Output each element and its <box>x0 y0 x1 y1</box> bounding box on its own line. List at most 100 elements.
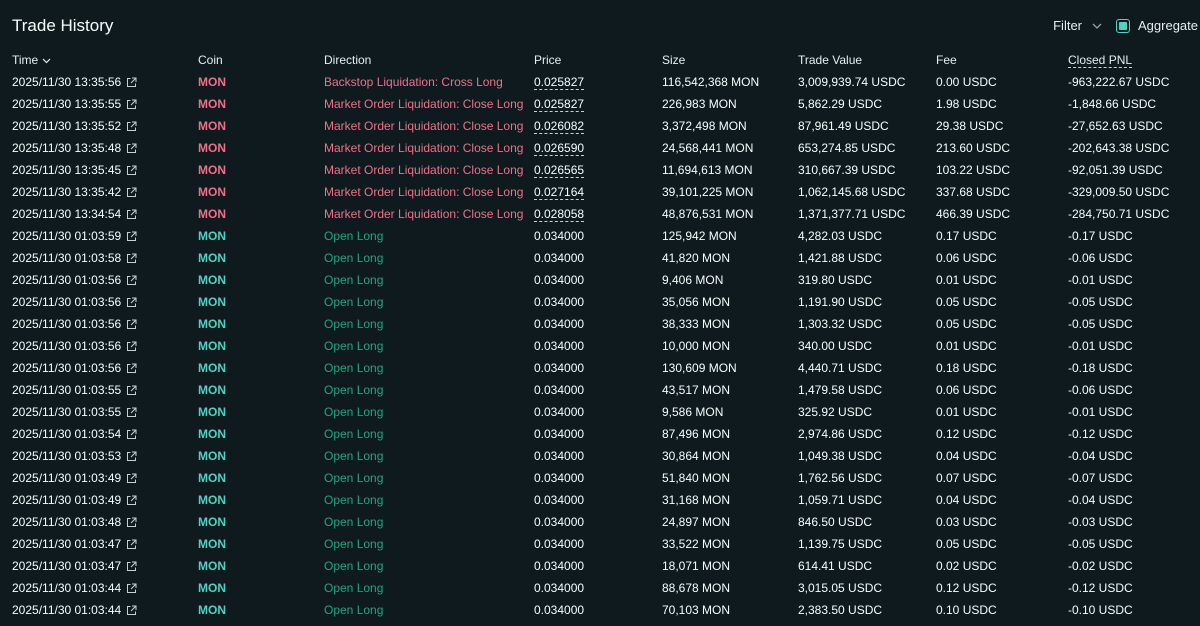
size-cell: 33,522 MON <box>662 537 731 551</box>
fee-cell: 0.04 USDC <box>936 493 997 507</box>
external-link-icon[interactable] <box>126 143 137 154</box>
closed-pnl-cell: -0.01 USDC <box>1068 273 1133 287</box>
table-row: 2025/11/30 01:03:47 MON Open Long 0.034000 1… <box>0 555 1200 577</box>
external-link-icon[interactable] <box>126 561 137 572</box>
aggregate-toggle[interactable]: Aggregate <box>1116 18 1198 33</box>
time-value: 2025/11/30 01:03:44 <box>12 581 122 595</box>
trade-value-cell: 1,191.90 USDC <box>798 295 883 309</box>
column-header-coin[interactable]: Coin <box>198 53 223 67</box>
trade-value-cell: 1,303.32 USDC <box>798 317 883 331</box>
external-link-icon[interactable] <box>126 451 137 462</box>
trade-value-cell: 1,049.38 USDC <box>798 449 883 463</box>
external-link-icon[interactable] <box>126 407 137 418</box>
table-row: 2025/11/30 01:03:56 MON Open Long 0.034000 3… <box>0 313 1200 335</box>
fee-cell: 0.05 USDC <box>936 295 997 309</box>
external-link-icon[interactable] <box>126 429 137 440</box>
external-link-icon[interactable] <box>126 187 137 198</box>
size-cell: 24,897 MON <box>662 515 731 529</box>
closed-pnl-cell: -0.07 USDC <box>1068 471 1133 485</box>
direction-cell: Market Order Liquidation: Close Long <box>324 141 524 155</box>
time-value: 2025/11/30 01:03:59 <box>12 229 122 243</box>
trade-value-cell: 1,059.71 USDC <box>798 493 883 507</box>
trade-value-cell: 310,667.39 USDC <box>798 163 896 177</box>
price-cell: 0.034000 <box>534 317 585 331</box>
table-row: 2025/11/30 01:03:49 MON Open Long 0.034000 3… <box>0 489 1200 511</box>
column-header-size[interactable]: Size <box>662 53 686 67</box>
external-link-icon[interactable] <box>126 165 137 176</box>
table-row: 2025/11/30 01:03:59 MON Open Long 0.034000 1… <box>0 225 1200 247</box>
coin-cell: MON <box>198 515 226 529</box>
fee-cell: 1.98 USDC <box>936 97 997 111</box>
column-header-fee[interactable]: Fee <box>936 53 957 67</box>
direction-cell: Market Order Liquidation: Close Long <box>324 185 524 199</box>
trade-value-cell: 340.00 USDC <box>798 339 873 353</box>
column-header-time[interactable]: Time <box>12 50 51 71</box>
fee-cell: 0.10 USDC <box>936 603 997 617</box>
external-link-icon[interactable] <box>126 99 137 110</box>
fee-cell: 213.60 USDC <box>936 141 1011 155</box>
time-cell: 2025/11/30 01:03:47 <box>12 555 137 577</box>
filter-dropdown[interactable]: Filter <box>1053 18 1102 33</box>
time-value: 2025/11/30 01:03:58 <box>12 251 122 265</box>
column-header-trade-value[interactable]: Trade Value <box>798 53 863 67</box>
external-link-icon[interactable] <box>126 209 137 220</box>
coin-cell: MON <box>198 295 226 309</box>
price-cell: 0.034000 <box>534 581 585 595</box>
fee-cell: 466.39 USDC <box>936 207 1011 221</box>
external-link-icon[interactable] <box>126 385 137 396</box>
coin-cell: MON <box>198 471 226 485</box>
price-cell: 0.025827 <box>534 71 585 93</box>
table-body: 2025/11/30 13:35:56 MON Backstop Liquidati… <box>0 71 1200 621</box>
external-link-icon[interactable] <box>126 583 137 594</box>
external-link-icon[interactable] <box>126 121 137 132</box>
closed-pnl-cell: -0.18 USDC <box>1068 361 1133 375</box>
aggregate-label: Aggregate <box>1138 18 1198 33</box>
external-link-icon[interactable] <box>126 253 137 264</box>
external-link-icon[interactable] <box>126 539 137 550</box>
column-header-direction[interactable]: Direction <box>324 53 372 67</box>
external-link-icon[interactable] <box>126 77 137 88</box>
direction-cell: Market Order Liquidation: Close Long <box>324 119 524 133</box>
external-link-icon[interactable] <box>126 297 137 308</box>
closed-pnl-cell: -92,051.39 USDC <box>1068 163 1163 177</box>
time-cell: 2025/11/30 13:35:56 <box>12 71 137 93</box>
closed-pnl-cell: -0.05 USDC <box>1068 537 1133 551</box>
table-row: 2025/11/30 13:34:54 MON Market Order Liqui… <box>0 203 1200 225</box>
aggregate-checkbox[interactable] <box>1116 18 1130 33</box>
coin-cell: MON <box>198 339 226 353</box>
checkbox-checked-indicator <box>1119 21 1127 30</box>
external-link-icon[interactable] <box>126 495 137 506</box>
closed-pnl-cell: -963,222.67 USDC <box>1068 75 1170 89</box>
external-link-icon[interactable] <box>126 517 137 528</box>
fee-cell: 0.12 USDC <box>936 581 997 595</box>
table-header-row: Time Coin Direction Price Size Trade Val… <box>0 50 1200 71</box>
coin-cell: MON <box>198 75 226 89</box>
direction-cell: Open Long <box>324 251 384 265</box>
external-link-icon[interactable] <box>126 473 137 484</box>
table-row: 2025/11/30 13:35:56 MON Backstop Liquidati… <box>0 71 1200 93</box>
external-link-icon[interactable] <box>126 275 137 286</box>
external-link-icon[interactable] <box>126 319 137 330</box>
size-cell: 43,517 MON <box>662 383 731 397</box>
external-link-icon[interactable] <box>126 341 137 352</box>
external-link-icon[interactable] <box>126 231 137 242</box>
price-value: 0.025827 <box>534 97 585 112</box>
time-value: 2025/11/30 13:35:48 <box>12 141 122 155</box>
trade-value-cell: 1,479.58 USDC <box>798 383 883 397</box>
direction-cell: Backstop Liquidation: Cross Long <box>324 75 503 89</box>
coin-cell: MON <box>198 163 226 177</box>
price-cell: 0.025827 <box>534 93 585 115</box>
price-cell: 0.034000 <box>534 471 585 485</box>
table-row: 2025/11/30 01:03:56 MON Open Long 0.034000 1… <box>0 335 1200 357</box>
time-cell: 2025/11/30 01:03:49 <box>12 489 137 511</box>
external-link-icon[interactable] <box>126 605 137 616</box>
external-link-icon[interactable] <box>126 363 137 374</box>
coin-cell: MON <box>198 427 226 441</box>
table-row: 2025/11/30 13:35:55 MON Market Order Liqui… <box>0 93 1200 115</box>
closed-pnl-cell: -0.04 USDC <box>1068 493 1133 507</box>
column-header-closed-pnl[interactable]: Closed PNL <box>1068 50 1133 71</box>
column-header-price[interactable]: Price <box>534 53 562 67</box>
fee-cell: 29.38 USDC <box>936 119 1004 133</box>
time-value: 2025/11/30 01:03:56 <box>12 361 122 375</box>
closed-pnl-cell: -0.03 USDC <box>1068 515 1133 529</box>
